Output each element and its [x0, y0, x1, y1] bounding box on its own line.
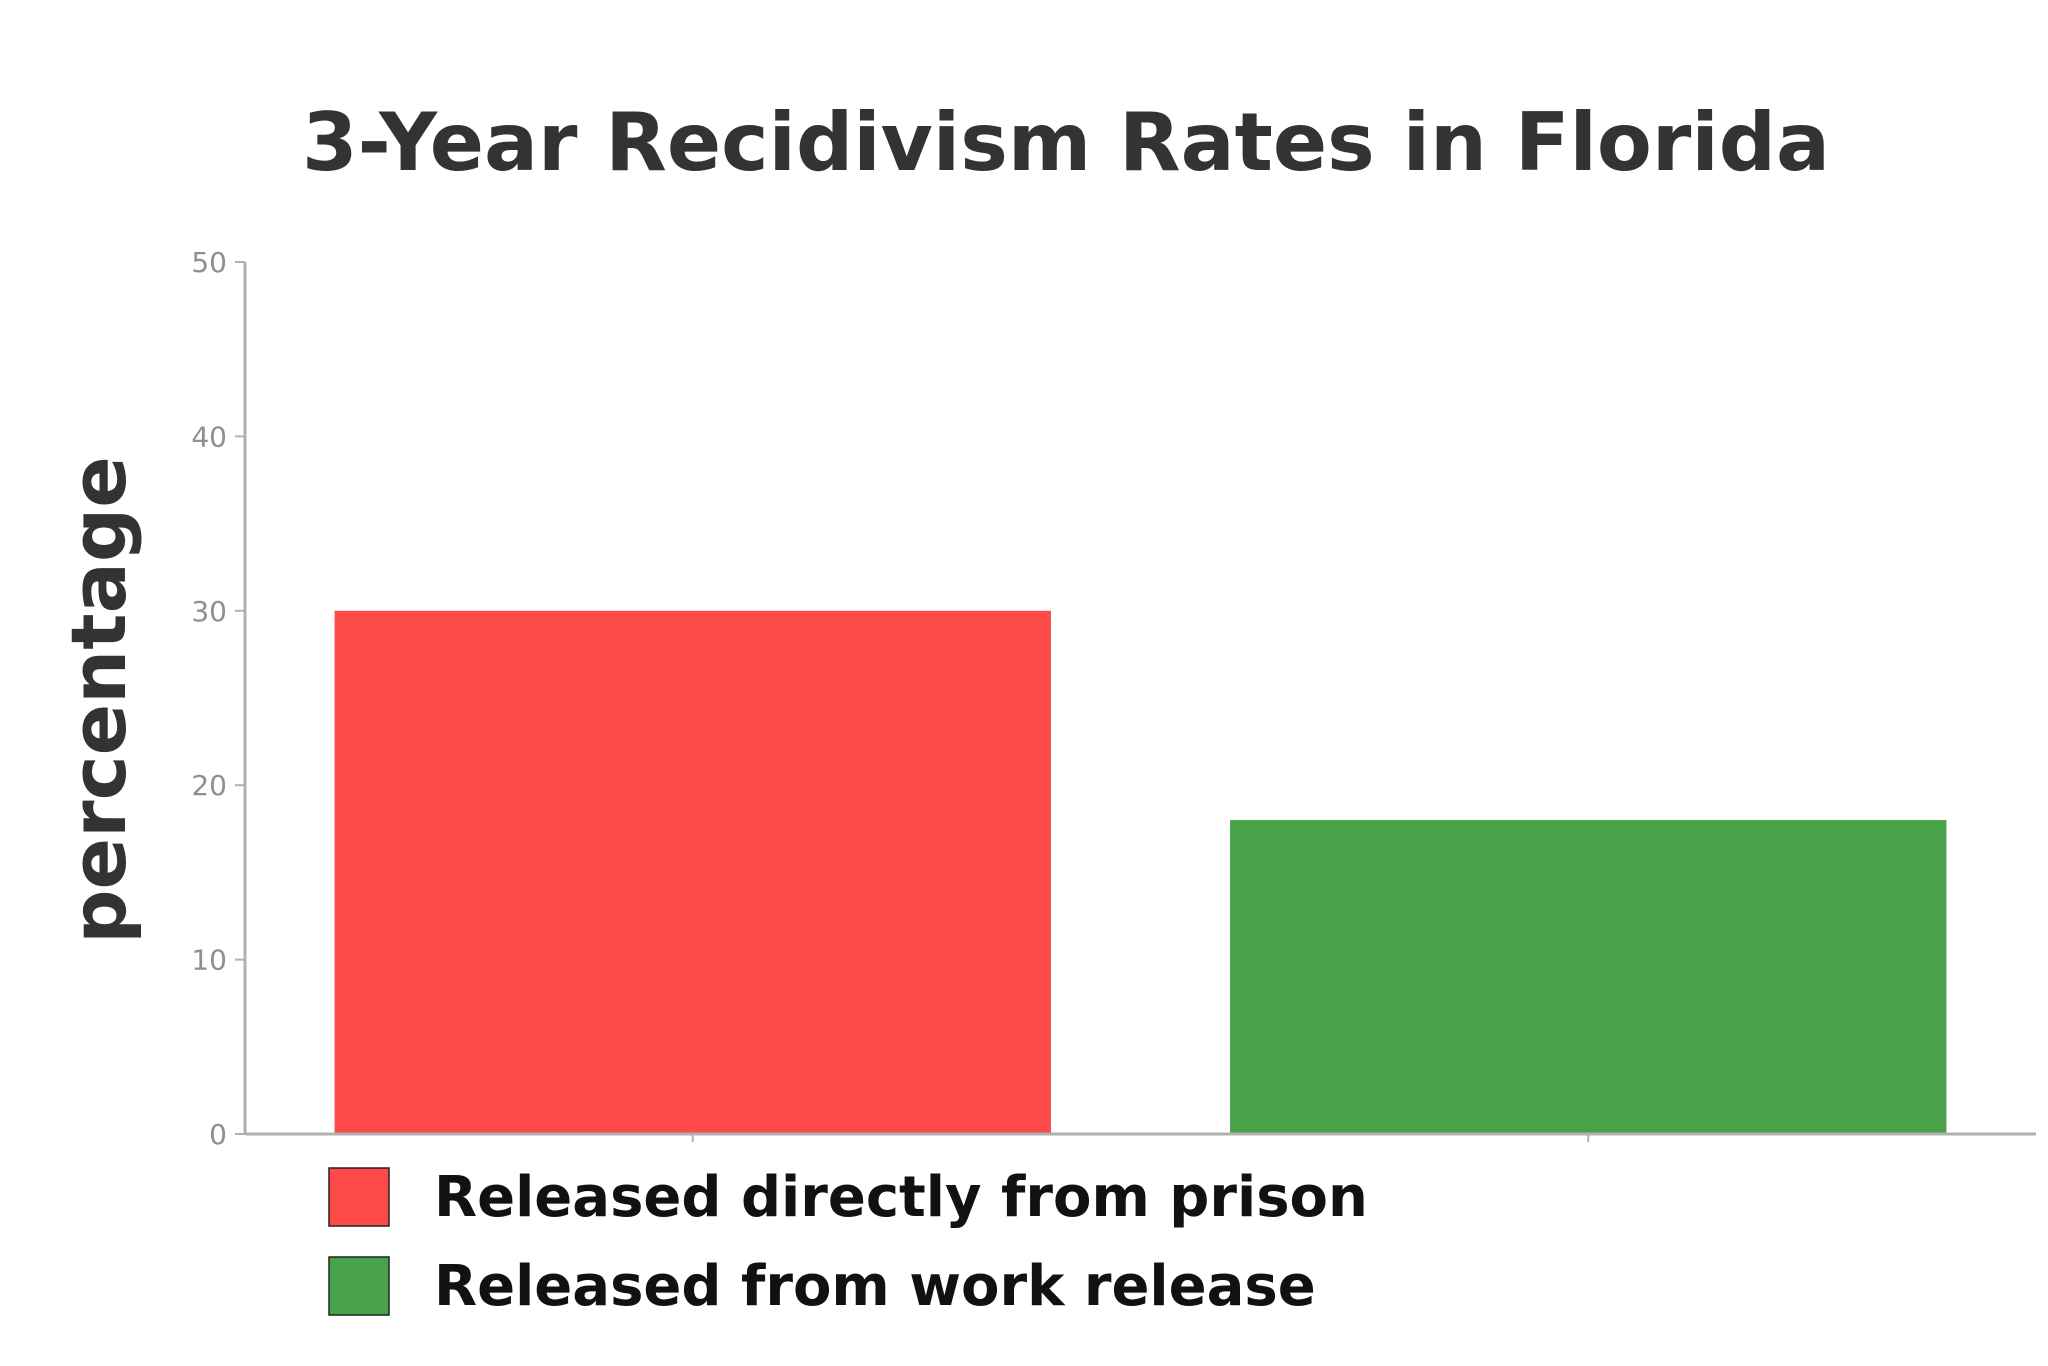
y-axis-label: percentage — [54, 456, 143, 944]
y-tick-label: 0 — [209, 1118, 227, 1151]
y-tick-label: 30 — [191, 595, 227, 628]
y-tick-label: 20 — [191, 769, 227, 802]
legend-label: Released from work release — [434, 1254, 1316, 1319]
y-axis-ticks: 0 10 20 30 40 50 — [191, 246, 245, 1151]
legend-swatch — [328, 1167, 390, 1227]
y-tick-label: 10 — [191, 944, 227, 977]
y-tick-label: 40 — [191, 420, 227, 453]
legend-swatch — [328, 1256, 390, 1316]
chart-title: 3-Year Recidivism Rates in Florida — [302, 96, 1830, 189]
y-tick-label: 50 — [191, 246, 227, 279]
bars — [334, 610, 1947, 1134]
legend-label: Released directly from prison — [434, 1165, 1368, 1230]
legend: Released directly from prison Released fr… — [328, 1165, 1368, 1319]
x-axis-ticks — [691, 1134, 1590, 1142]
bar — [334, 610, 1051, 1134]
bar — [1230, 820, 1947, 1134]
